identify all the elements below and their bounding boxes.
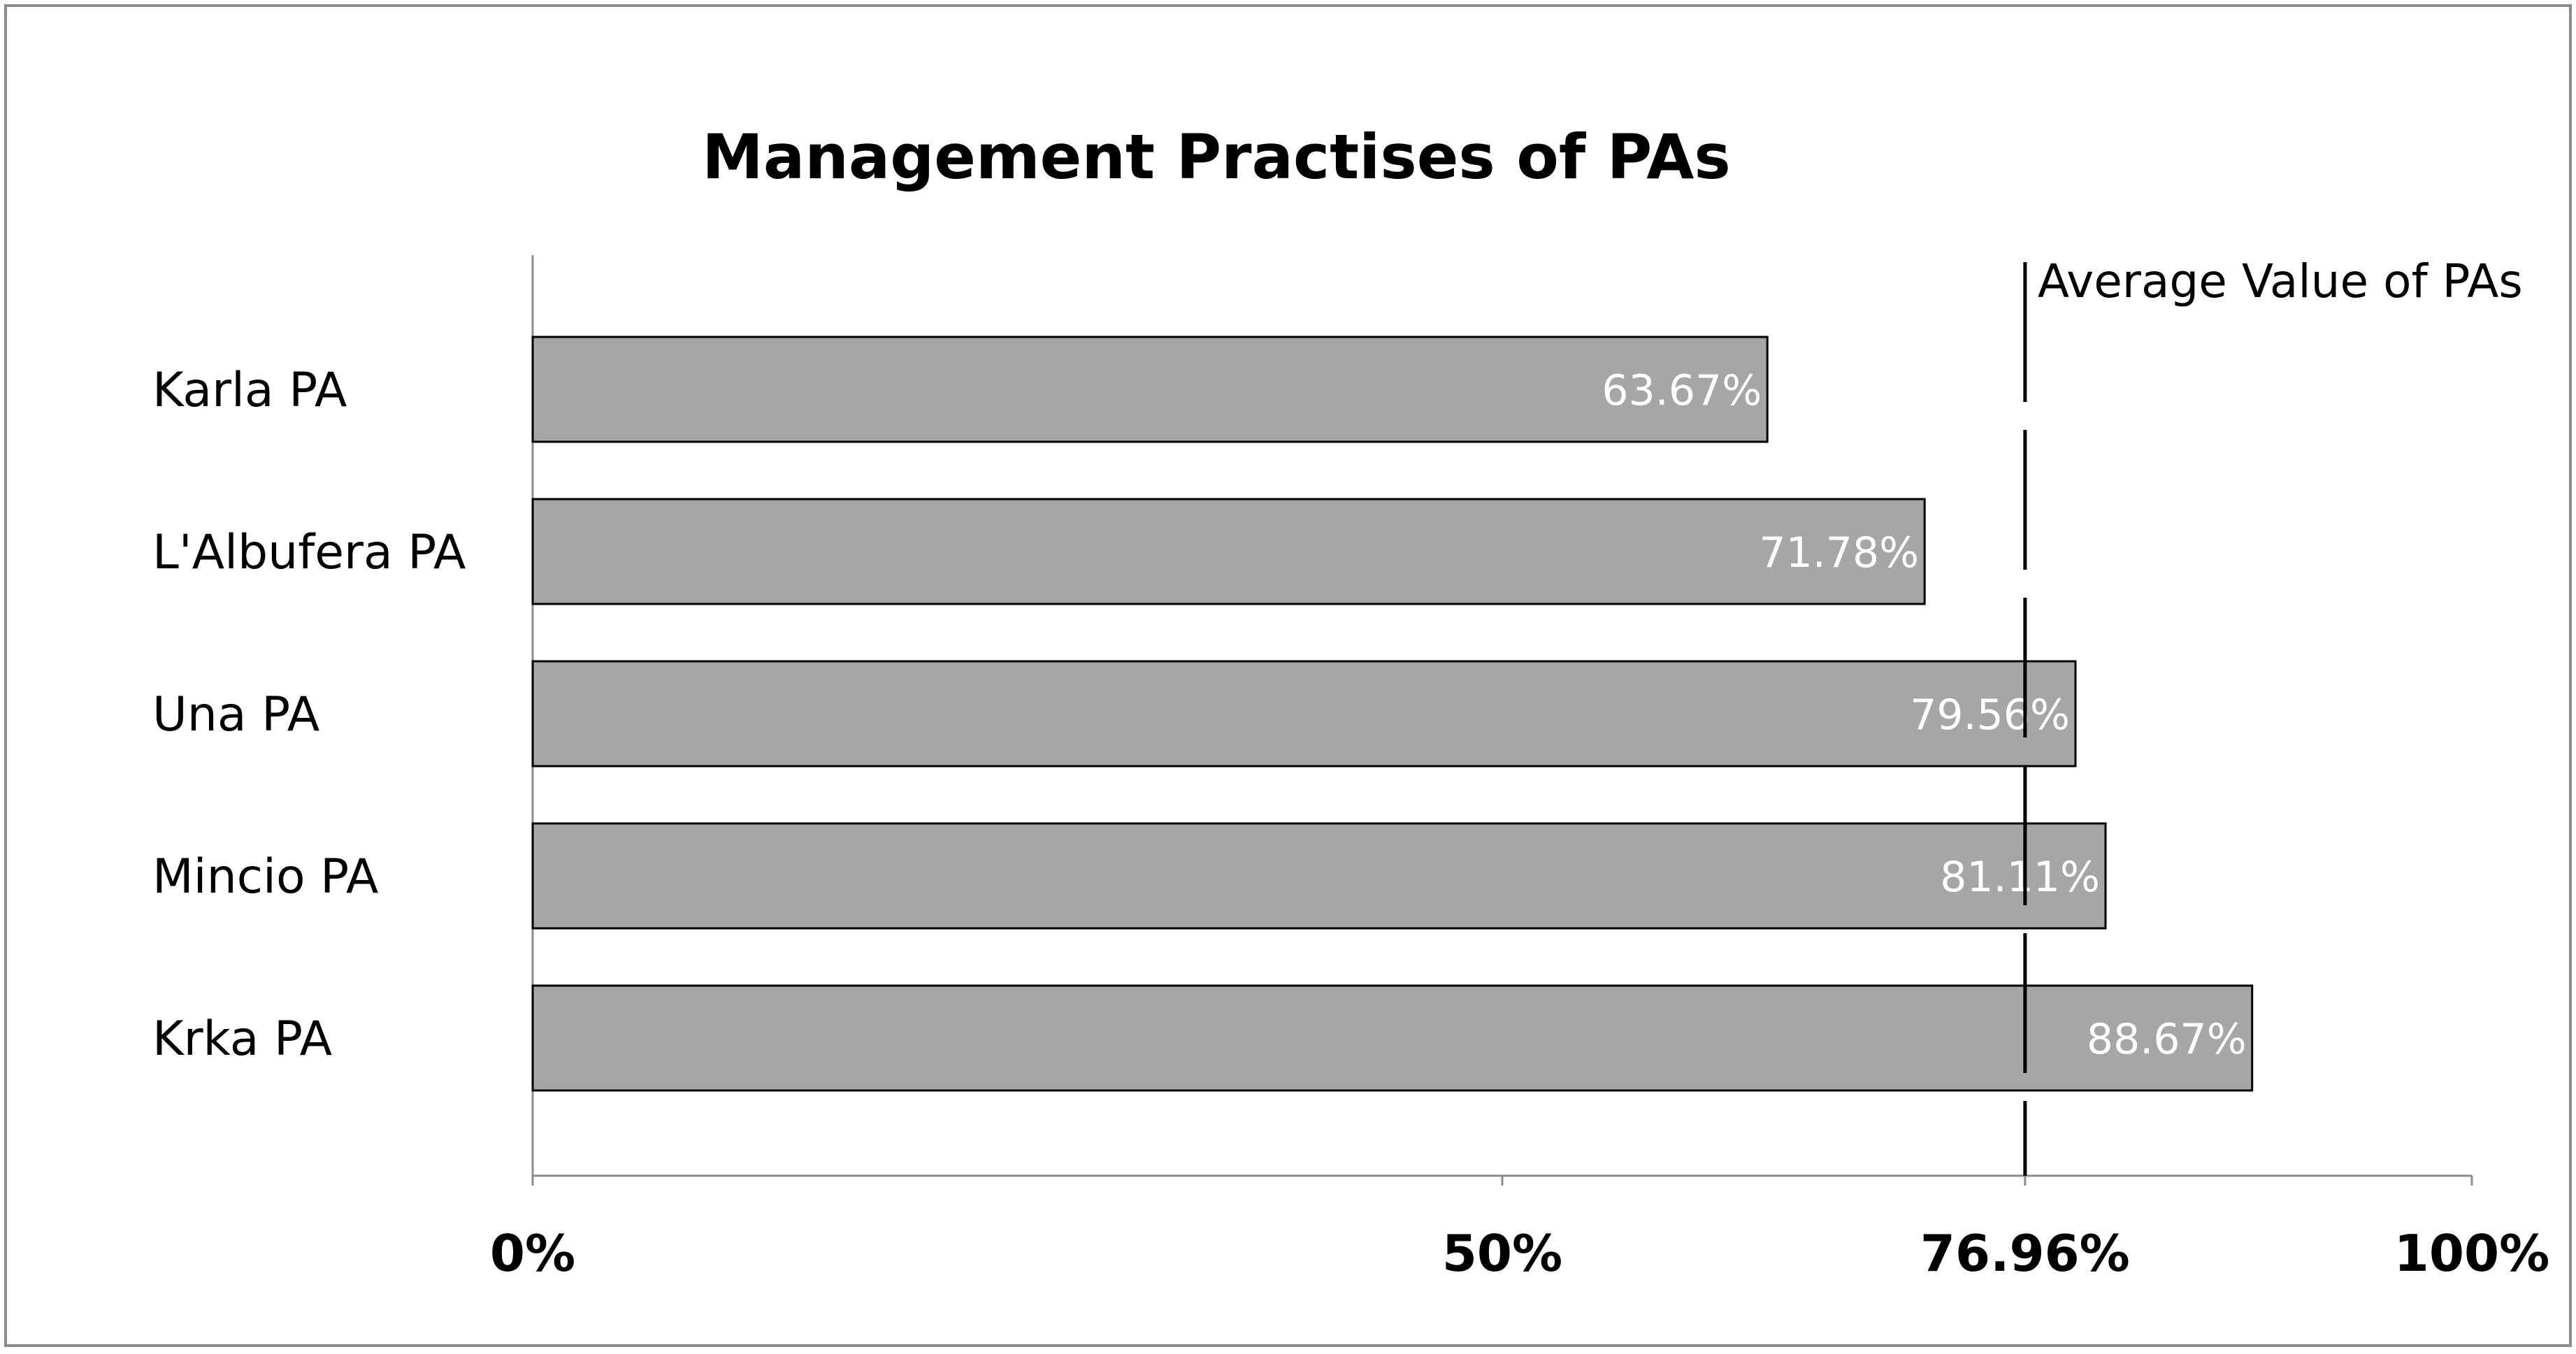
plot-area: Karla PA 63.67% L'Albufera PA 71.78% Una PA 7… <box>152 254 2549 1283</box>
data-label: 81.11% <box>1940 853 2100 902</box>
x-tick-label: 0% <box>490 1224 575 1283</box>
data-label: 63.67% <box>1602 366 1762 415</box>
data-label: 79.56% <box>1910 691 2070 740</box>
bar <box>531 822 2107 930</box>
category-label: Karla PA <box>152 363 347 418</box>
category-label: Krka PA <box>152 1011 332 1067</box>
bar <box>531 660 2077 768</box>
bar <box>531 984 2254 1092</box>
category-label: Una PA <box>152 687 319 742</box>
category-label: L'Albufera PA <box>152 525 466 580</box>
x-tick-label: 76.96% <box>1920 1224 2130 1283</box>
x-tick-label: 50% <box>1442 1224 1562 1283</box>
category-label: Mincio PA <box>152 849 378 905</box>
data-label: 71.78% <box>1759 528 1919 577</box>
bar <box>531 336 1769 443</box>
average-reference-label: Average Value of PAs <box>2038 254 2523 308</box>
data-label: 88.67% <box>2087 1015 2247 1064</box>
chart-title: Management Practises of PAs <box>702 121 1730 193</box>
bar <box>531 498 1926 605</box>
x-tick-label: 100% <box>2394 1224 2549 1283</box>
